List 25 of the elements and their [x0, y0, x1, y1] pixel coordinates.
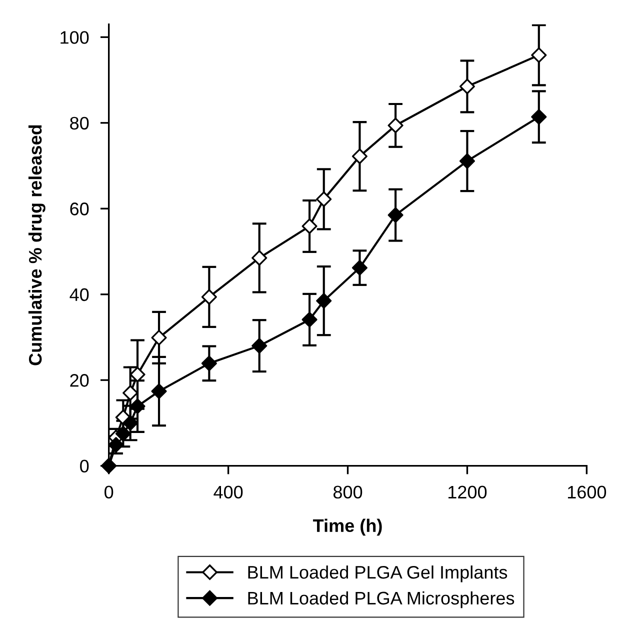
- y-tick-label: 20: [70, 374, 89, 387]
- y-tick-label: 100: [60, 31, 89, 44]
- point: [151, 383, 167, 400]
- point: [302, 312, 318, 328]
- y-tick-label: 40: [70, 288, 89, 302]
- point: [201, 356, 217, 372]
- point: [252, 338, 268, 354]
- y-tick-label: 0: [80, 460, 89, 473]
- x-tick-label: 1200: [448, 486, 487, 499]
- x-tick-label: 1600: [568, 486, 606, 499]
- x-tick-label: 400: [214, 486, 243, 499]
- y-axis-title: Cumulative % drug released: [28, 125, 46, 366]
- point: [459, 153, 475, 169]
- point: [352, 260, 368, 276]
- y-tick-label: 80: [70, 116, 89, 130]
- legend-label: BLM Loaded PLGA Microspheres: [248, 591, 514, 608]
- point: [531, 109, 547, 125]
- x-tick-label: 800: [333, 486, 362, 499]
- point: [388, 207, 404, 223]
- y-tick-label: 60: [70, 202, 89, 216]
- x-tick-label: 0: [104, 486, 114, 499]
- point: [316, 293, 332, 309]
- x-axis-title: Time (h): [313, 518, 382, 536]
- legend-label: BLM Loaded PLGA Gel Implants: [248, 565, 508, 582]
- point: [115, 426, 131, 442]
